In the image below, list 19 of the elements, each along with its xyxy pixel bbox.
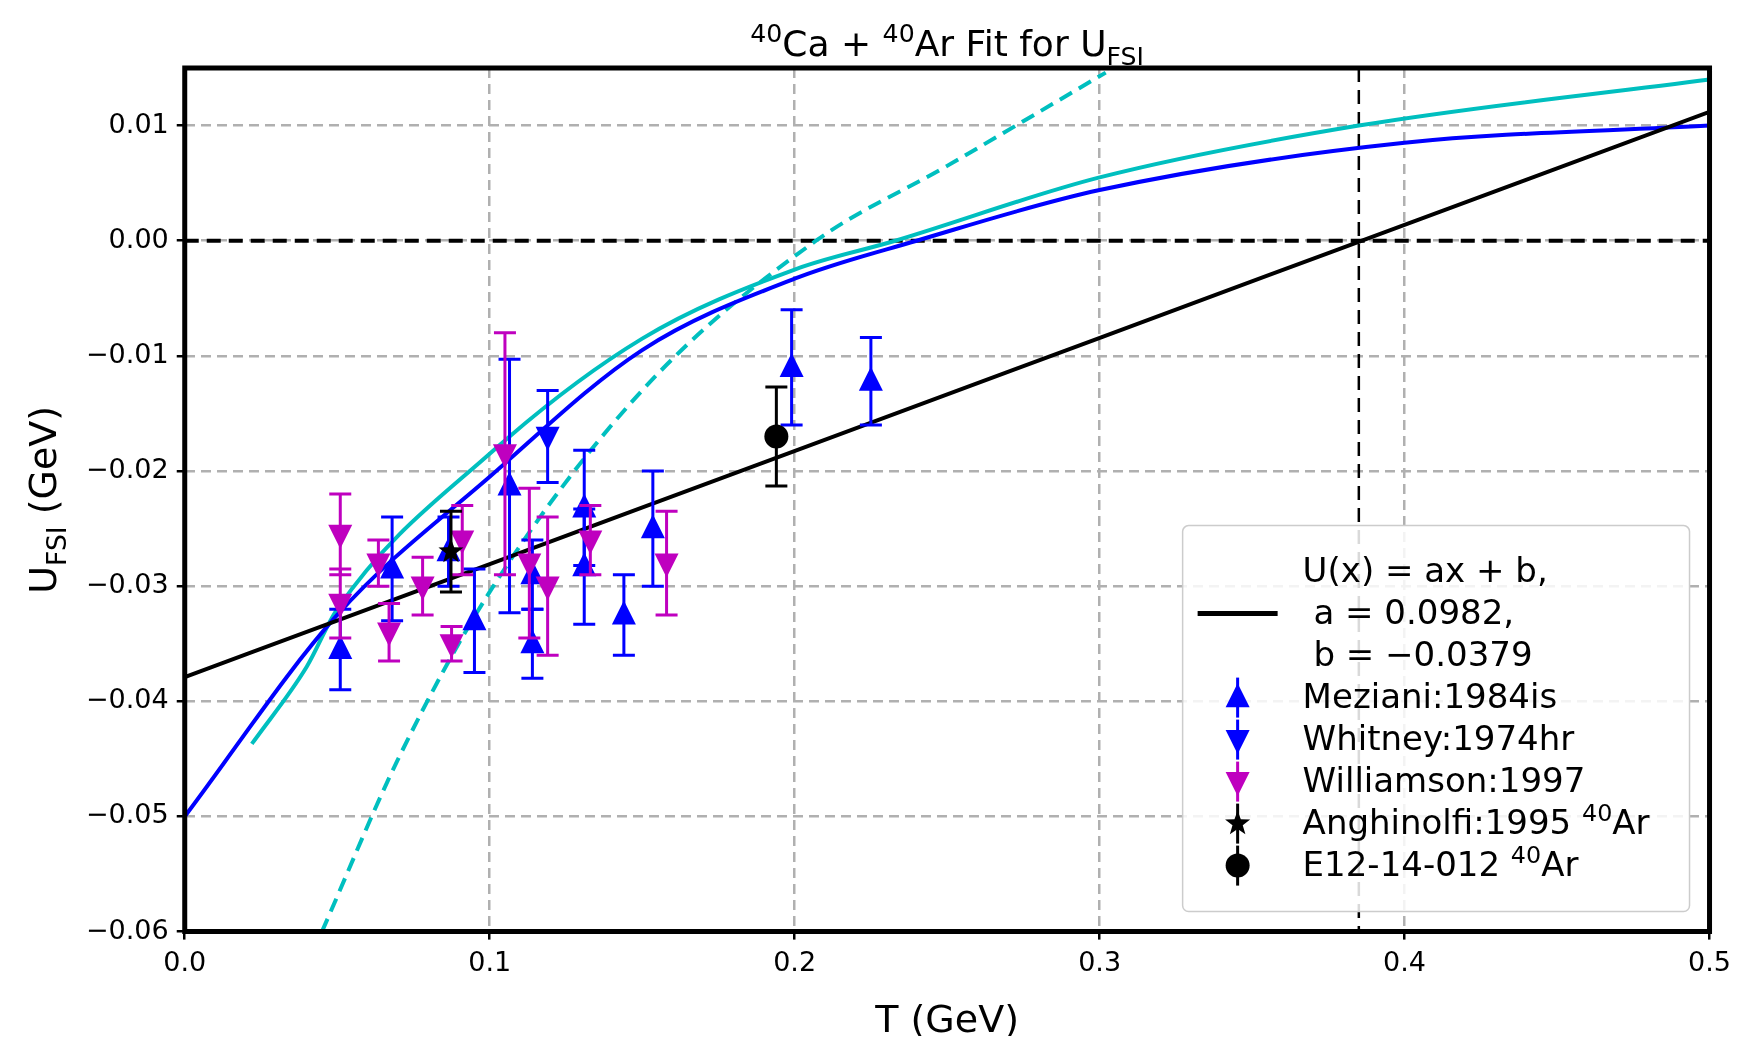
- x-tick-label: 0.5: [1688, 945, 1732, 977]
- legend-label: Whitney:1974hr: [1302, 718, 1575, 759]
- x-tick-label: 0.4: [1383, 945, 1427, 977]
- y-tick-label: −0.01: [85, 337, 169, 369]
- y-tick-label: −0.03: [85, 568, 169, 600]
- y-tick-label: −0.06: [85, 913, 169, 945]
- x-tick-label: 0.2: [773, 945, 817, 977]
- legend-label: Williamson:1997: [1302, 760, 1586, 801]
- y-tick-label: 0.00: [108, 222, 169, 254]
- y-tick-label: 0.01: [108, 107, 169, 139]
- x-tick-label: 0.3: [1078, 945, 1122, 977]
- y-tick-label: −0.05: [85, 798, 169, 830]
- x-tick-label: 0.0: [163, 945, 207, 977]
- y-axis-title: UFSI (GeV): [21, 405, 72, 594]
- x-tick-label: 0.1: [468, 945, 512, 977]
- y-tick-label: −0.02: [85, 453, 169, 485]
- y-tick-label: −0.04: [85, 683, 169, 715]
- legend-label: Meziani:1984is: [1302, 676, 1558, 717]
- legend-label: U(x) = ax + b, a = 0.0982, b = −0.0379: [1302, 550, 1548, 675]
